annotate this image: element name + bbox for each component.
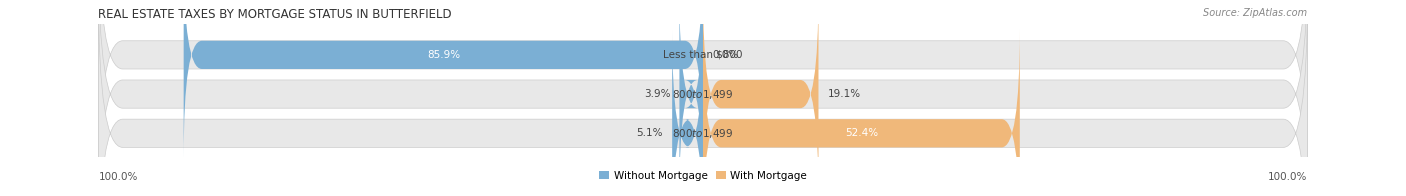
Text: 100.0%: 100.0%	[98, 172, 138, 182]
Text: 100.0%: 100.0%	[1268, 172, 1308, 182]
FancyBboxPatch shape	[679, 0, 703, 196]
Text: 52.4%: 52.4%	[845, 128, 877, 138]
FancyBboxPatch shape	[98, 0, 1308, 196]
FancyBboxPatch shape	[703, 0, 818, 196]
FancyBboxPatch shape	[98, 0, 1308, 196]
Text: 3.9%: 3.9%	[644, 89, 671, 99]
FancyBboxPatch shape	[184, 0, 703, 158]
Text: 19.1%: 19.1%	[828, 89, 860, 99]
Text: 85.9%: 85.9%	[427, 50, 460, 60]
Text: REAL ESTATE TAXES BY MORTGAGE STATUS IN BUTTERFIELD: REAL ESTATE TAXES BY MORTGAGE STATUS IN …	[98, 8, 453, 21]
Legend: Without Mortgage, With Mortgage: Without Mortgage, With Mortgage	[595, 167, 811, 185]
FancyBboxPatch shape	[703, 30, 1019, 196]
Text: Less than $800: Less than $800	[664, 50, 742, 60]
Text: Source: ZipAtlas.com: Source: ZipAtlas.com	[1204, 8, 1308, 18]
Text: $800 to $1,499: $800 to $1,499	[672, 127, 734, 140]
Text: 5.1%: 5.1%	[637, 128, 664, 138]
Text: $800 to $1,499: $800 to $1,499	[672, 88, 734, 101]
Text: 0.0%: 0.0%	[711, 50, 738, 60]
FancyBboxPatch shape	[98, 0, 1308, 196]
FancyBboxPatch shape	[672, 30, 703, 196]
